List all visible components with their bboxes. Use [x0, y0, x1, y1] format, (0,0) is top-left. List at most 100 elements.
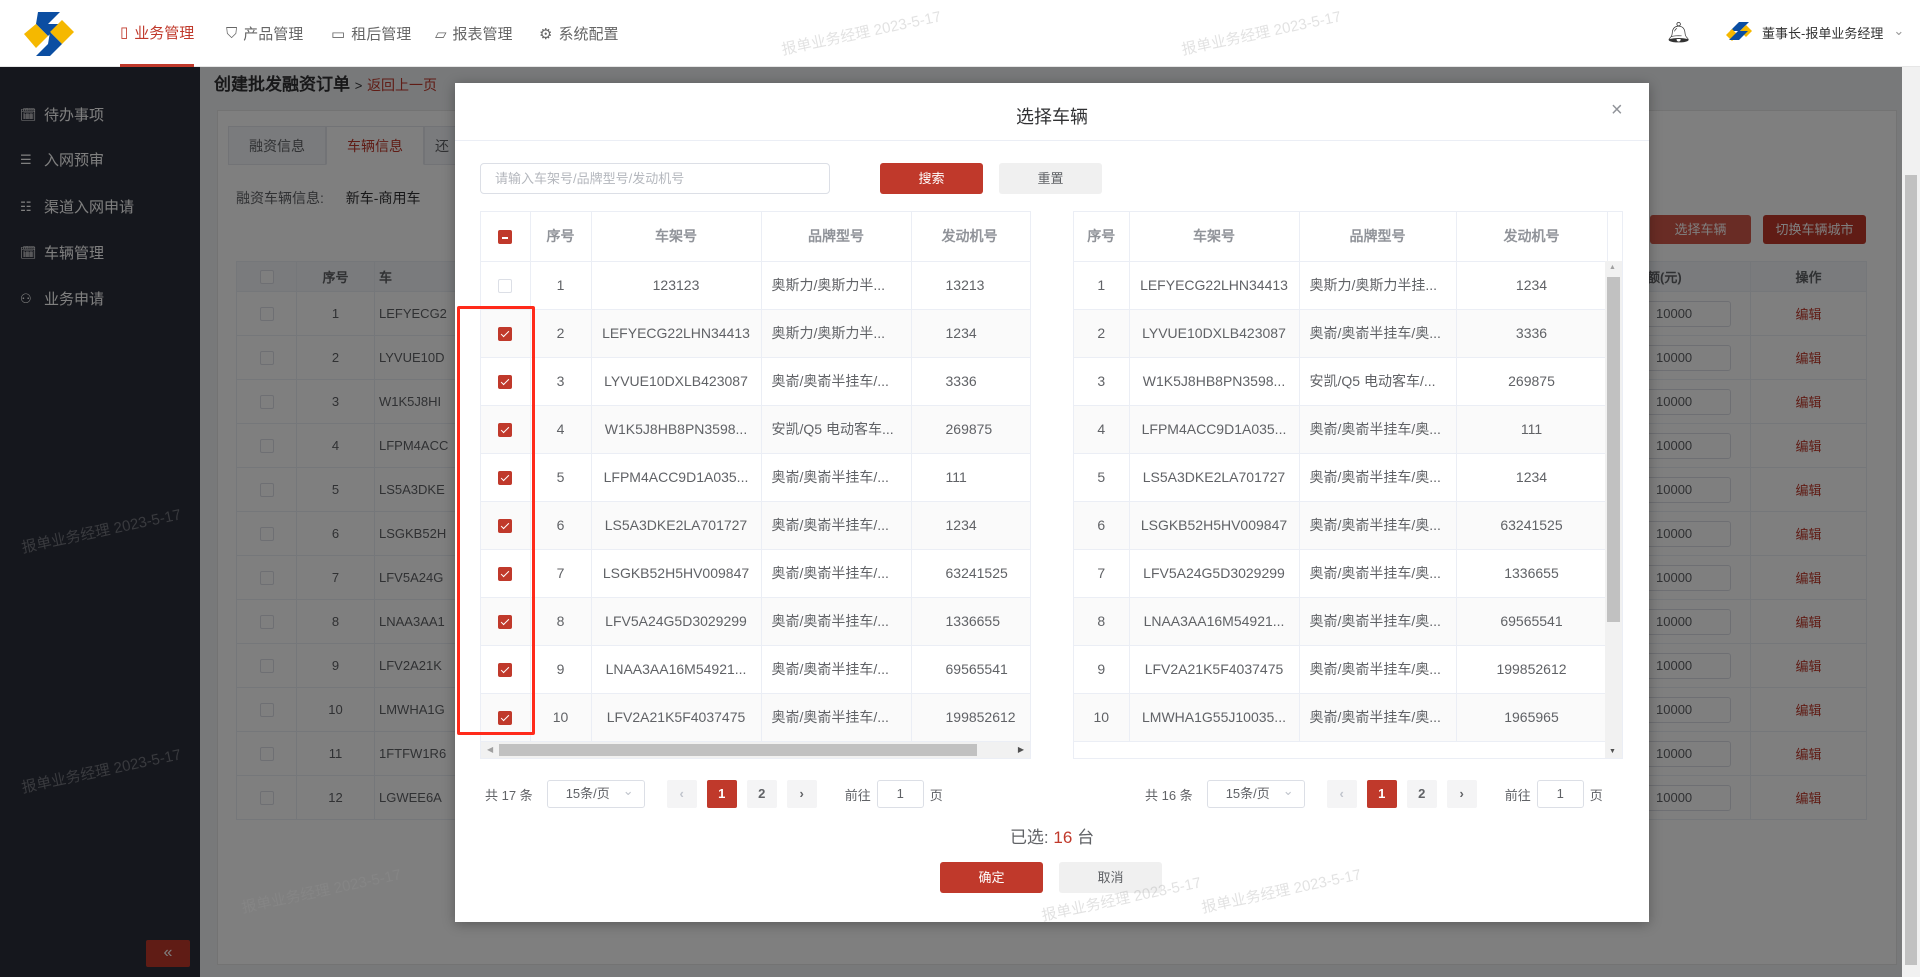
page-2-button[interactable]: 2 [746, 780, 777, 808]
goto-label: 前往 [1504, 787, 1531, 803]
page-scrollbar-thumb[interactable] [1905, 175, 1917, 965]
header-checkbox-cell[interactable] [481, 212, 531, 262]
bell-icon[interactable]: 🔔︎ [1666, 22, 1692, 44]
nav-item-1[interactable]: ⛉ 产品管理 [226, 0, 303, 67]
dialog-title: 选择车辆 [455, 83, 1649, 141]
user-name: 董事长-报单业务经理 [1762, 26, 1884, 41]
col-header-vin: 车架号 [591, 212, 762, 262]
nav-item-2[interactable]: ▭ 租后管理 [331, 0, 411, 67]
user-menu[interactable]: 董事长-报单业务经理 ⌄ [1762, 23, 1904, 42]
reset-button[interactable]: 重置 [999, 163, 1102, 194]
row-vin: LSGKB52H5HV009847 [591, 549, 762, 598]
horizontal-scrollbar-thumb[interactable] [499, 744, 977, 756]
goto-page-input[interactable]: 1 [1536, 780, 1584, 808]
scroll-down-arrow-icon[interactable]: ▼ [1609, 748, 1616, 755]
row-vin: W1K5J8HB8PN3598... [1129, 357, 1300, 406]
row-checkbox-cell[interactable] [481, 357, 531, 406]
row-no: 8 [530, 597, 592, 646]
nav-label: 系统配置 [558, 26, 619, 43]
row-engine: 3336 [911, 357, 1030, 406]
row-engine: 1234 [1456, 261, 1608, 310]
user-avatar[interactable] [1726, 19, 1752, 43]
page-size-select[interactable]: 15条/页 [546, 778, 645, 808]
page-size-select[interactable]: 15条/页 [1206, 778, 1305, 808]
row-checkbox-cell[interactable] [481, 309, 531, 358]
row-no: 7 [1074, 549, 1130, 598]
table-row[interactable]: 6 LS5A3DKE2LA701727 奥嵛/奥嵛半挂车/... 1234 [481, 501, 1030, 550]
table-row: 6 LSGKB52H5HV009847 奥嵛/奥嵛半挂车/奥... 63241525 [1074, 501, 1622, 550]
monitor-icon: ▭ [331, 25, 346, 43]
row-checkbox[interactable] [498, 567, 513, 582]
row-checkbox[interactable] [498, 519, 513, 534]
row-checkbox-cell[interactable] [481, 645, 531, 694]
gear-icon: ⚙ [539, 25, 553, 43]
row-checkbox-cell[interactable] [481, 453, 531, 502]
nav-item-4[interactable]: ⚙ 系统配置 [539, 0, 618, 67]
row-engine: 269875 [911, 405, 1030, 454]
row-vin: LEFYECG22LHN34413 [1129, 261, 1300, 310]
table-row[interactable]: 10 LFV2A21K5F4037475 奥嵛/奥嵛半挂车/... 199852612 [481, 693, 1030, 742]
table-row[interactable]: 7 LSGKB52H5HV009847 奥嵛/奥嵛半挂车/... 63241525 [481, 549, 1030, 598]
goto-page-input[interactable]: 1 [876, 780, 924, 808]
table-row: 7 LFV5A24G5D3029299 奥嵛/奥嵛半挂车/奥... 1336655 [1074, 549, 1622, 598]
row-checkbox-cell[interactable] [481, 597, 531, 646]
next-page-button[interactable]: › [786, 780, 817, 808]
prev-page-button[interactable]: ‹ [666, 780, 697, 808]
row-vin: LS5A3DKE2LA701727 [1129, 453, 1300, 502]
row-checkbox[interactable] [498, 327, 513, 342]
page-1-button[interactable]: 1 [1366, 780, 1397, 808]
page-1-button[interactable]: 1 [706, 780, 737, 808]
row-checkbox-cell[interactable] [481, 261, 531, 310]
search-button[interactable]: 搜索 [880, 163, 983, 194]
row-checkbox[interactable] [498, 711, 513, 726]
scroll-left-arrow-icon[interactable]: ◀ [487, 745, 494, 754]
row-engine: 111 [1456, 405, 1608, 454]
row-engine: 63241525 [1456, 501, 1608, 550]
row-checkbox[interactable] [498, 663, 513, 678]
row-checkbox-cell[interactable] [481, 405, 531, 454]
row-checkbox[interactable] [498, 279, 513, 294]
table-row: 3 W1K5J8HB8PN3598... 安凯/Q5 电动客车/... 269875 [1074, 357, 1622, 406]
row-checkbox[interactable] [498, 423, 513, 438]
table-row[interactable]: 4 W1K5J8HB8PN3598... 安凯/Q5 电动客车... 269875 [481, 405, 1030, 454]
row-no: 6 [530, 501, 592, 550]
table-row: 4 LFPM4ACC9D1A035... 奥嵛/奥嵛半挂车/奥... 111 [1074, 405, 1622, 454]
chevron-down-icon: ⌄ [1893, 23, 1905, 38]
scroll-right-arrow-icon[interactable]: ▶ [1017, 745, 1024, 754]
horizontal-scrollbar[interactable]: ◀ ▶ [481, 742, 1030, 758]
row-vin: LFV2A21K5F4037475 [1129, 645, 1300, 694]
row-engine: 69565541 [911, 645, 1030, 694]
table-row[interactable]: 9 LNAA3AA16M54921... 奥嵛/奥嵛半挂车/... 69565541 [481, 645, 1030, 694]
confirm-button[interactable]: 确定 [940, 862, 1043, 893]
vertical-scrollbar-thumb[interactable] [1607, 277, 1620, 622]
row-checkbox-cell[interactable] [481, 549, 531, 598]
top-navbar: ▯ 业务管理 ⛉ 产品管理 ▭ 租后管理 ▱ 报表管理 ⚙ 系统配置 🔔︎ 董事长-报单业务经理 … [0, 0, 1920, 67]
search-input[interactable] [480, 163, 830, 194]
row-checkbox[interactable] [498, 471, 513, 486]
row-checkbox[interactable] [498, 615, 513, 630]
table-row: 10 LMWHA1G55J10035... 奥嵛/奥嵛半挂车/奥... 1965965 [1074, 693, 1622, 742]
row-no: 2 [530, 309, 592, 358]
table-row: 2 LYVUE10DXLB423087 奥嵛/奥嵛半挂车/奥... 3336 [1074, 309, 1622, 358]
page-2-button[interactable]: 2 [1406, 780, 1437, 808]
table-row[interactable]: 2 LEFYECG22LHN34413 奥斯力/奥斯力半... 1234 [481, 309, 1030, 358]
cancel-button[interactable]: 取消 [1059, 862, 1162, 893]
scroll-up-arrow-icon[interactable]: ▲ [1609, 264, 1616, 271]
row-brand: 奥嵛/奥嵛半挂车/奥... [1299, 597, 1457, 646]
next-page-button[interactable]: › [1446, 780, 1477, 808]
row-engine: 1965965 [1456, 693, 1608, 742]
table-row[interactable]: 1 123123 奥斯力/奥斯力半... 13213 [481, 261, 1030, 310]
row-engine: 1234 [911, 501, 1030, 550]
row-checkbox[interactable] [498, 375, 513, 390]
vertical-scrollbar[interactable]: ▲ ▼ [1605, 261, 1622, 758]
nav-item-3[interactable]: ▱ 报表管理 [435, 0, 513, 67]
nav-item-0[interactable]: ▯ 业务管理 [120, 0, 195, 67]
row-checkbox-cell[interactable] [481, 501, 531, 550]
table-row[interactable]: 5 LFPM4ACC9D1A035... 奥嵛/奥嵛半挂车/... 111 [481, 453, 1030, 502]
row-engine: 1234 [911, 309, 1030, 358]
select-all-checkbox[interactable] [498, 230, 513, 245]
close-icon[interactable]: × [1611, 99, 1623, 121]
table-row[interactable]: 3 LYVUE10DXLB423087 奥嵛/奥嵛半挂车/... 3336 [481, 357, 1030, 406]
prev-page-button[interactable]: ‹ [1326, 780, 1357, 808]
table-row[interactable]: 8 LFV5A24G5D3029299 奥嵛/奥嵛半挂车/... 1336655 [481, 597, 1030, 646]
